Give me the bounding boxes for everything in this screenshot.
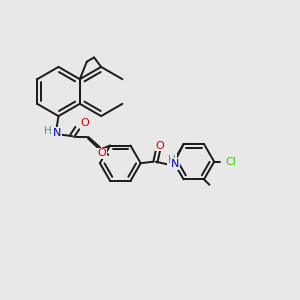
Text: O: O [97, 148, 106, 158]
Text: N: N [53, 128, 61, 138]
Text: O: O [155, 141, 164, 151]
Text: N: N [171, 159, 180, 169]
Text: Cl: Cl [225, 157, 236, 167]
Text: H: H [168, 155, 176, 165]
Text: H: H [44, 126, 52, 136]
Text: O: O [80, 118, 89, 128]
